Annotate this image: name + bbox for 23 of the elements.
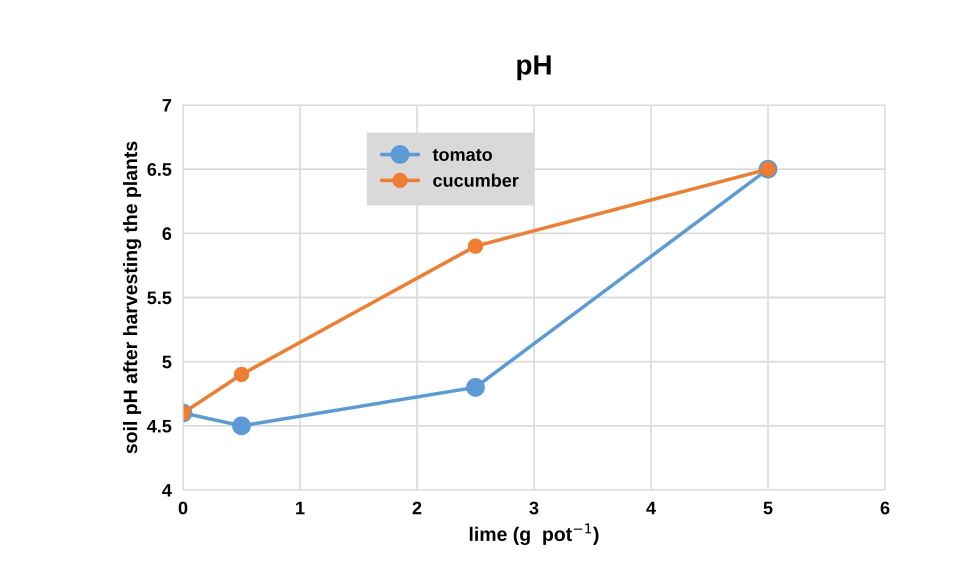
- x-axis-title: lime (g pot$^{−1}$): [470, 524, 598, 545]
- x-tick-label: 1: [296, 502, 305, 514]
- x-tick-label: 3: [529, 502, 538, 514]
- point: [468, 238, 484, 254]
- y-tick-label: 5.5: [147, 292, 172, 304]
- y-tick-label: 6.5: [147, 163, 172, 176]
- chart-title: pH: [517, 55, 551, 80]
- y-tick-label: 6: [162, 227, 172, 240]
- legend-label: cucumber: [433, 174, 519, 187]
- point: [466, 378, 485, 397]
- x-tick-label: 5: [764, 502, 773, 514]
- y-tick-label: 4.5: [147, 420, 172, 433]
- y-tick-label: 5: [162, 356, 172, 368]
- x-tick-label: 6: [880, 502, 890, 514]
- x-tick-label: 0: [178, 502, 188, 514]
- x-tick-label: 2: [412, 502, 422, 514]
- y-tick-label: 4: [162, 484, 172, 497]
- legend-label: tomato: [432, 149, 492, 161]
- y-axis-title: soil pH after harvesting the plants: [123, 142, 142, 454]
- y-tick-label: 7: [162, 99, 172, 112]
- x-tick-label: 4: [646, 502, 656, 514]
- point: [234, 366, 250, 382]
- point: [232, 416, 251, 436]
